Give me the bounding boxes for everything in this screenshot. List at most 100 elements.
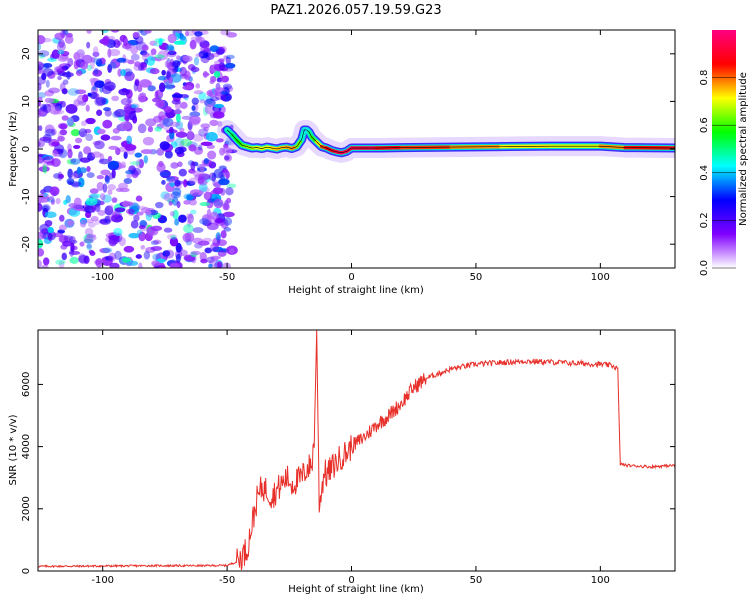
- noise-speckle: [40, 103, 47, 112]
- noise-speckle: [185, 30, 198, 36]
- noise-speckle: [38, 202, 43, 212]
- noise-speckle: [97, 209, 106, 216]
- noise-speckle: [108, 234, 120, 245]
- noise-speckle: [199, 163, 205, 172]
- noise-speckle: [53, 144, 65, 153]
- noise-speckle: [149, 40, 158, 46]
- noise-speckle: [141, 44, 149, 52]
- noise-speckle: [123, 245, 135, 253]
- noise-speckle: [216, 234, 221, 244]
- noise-speckle: [44, 128, 56, 137]
- noise-speckle: [65, 195, 71, 204]
- noise-speckle: [174, 146, 185, 155]
- noise-speckle: [86, 172, 95, 178]
- noise-speckle: [79, 219, 87, 228]
- noise-speckle: [214, 217, 223, 224]
- noise-speckle: [203, 126, 210, 132]
- noise-speckle: [183, 223, 194, 234]
- noise-speckle: [124, 112, 130, 122]
- noise-speckle: [129, 110, 137, 121]
- noise-speckle: [169, 182, 175, 187]
- noise-speckle: [51, 70, 63, 75]
- noise-speckle: [159, 82, 166, 93]
- noise-speckle: [86, 41, 91, 49]
- noise-speckle: [41, 264, 49, 268]
- noise-speckle: [209, 119, 219, 127]
- noise-speckle: [141, 52, 150, 58]
- noise-speckle: [43, 62, 53, 69]
- noise-speckle: [38, 99, 41, 107]
- noise-speckle: [189, 189, 202, 197]
- noise-speckle: [74, 137, 83, 144]
- noise-speckle: [136, 84, 143, 93]
- noise-speckle: [154, 102, 165, 107]
- noise-speckle: [185, 213, 194, 220]
- noise-speckle: [195, 83, 201, 89]
- noise-speckle: [123, 177, 133, 185]
- noise-speckle: [226, 32, 238, 38]
- noise-speckle: [109, 160, 119, 167]
- noise-speckle: [169, 211, 175, 217]
- noise-speckle: [136, 211, 144, 216]
- noise-speckle: [95, 96, 107, 106]
- spectrogram-x-tick-label: 50: [470, 272, 483, 283]
- noise-speckle: [42, 156, 55, 164]
- noise-speckle: [215, 48, 225, 56]
- noise-speckle: [178, 168, 187, 177]
- noise-speckle: [135, 35, 144, 45]
- noise-speckle: [59, 235, 71, 244]
- noise-speckle: [38, 50, 50, 57]
- noise-speckle: [114, 207, 126, 213]
- spectrogram-x-tick-label: 0: [348, 272, 354, 283]
- noise-speckle: [42, 164, 47, 174]
- noise-speckle: [38, 91, 47, 99]
- noise-speckle: [226, 183, 237, 189]
- noise-speckle: [92, 51, 100, 57]
- noise-speckle: [38, 139, 46, 148]
- noise-speckle: [216, 120, 223, 127]
- noise-speckle: [177, 246, 184, 252]
- spectrogram-x-label: Height of straight line (km): [288, 285, 424, 296]
- snr-x-ticks: -100 -50 0 50 100: [91, 330, 610, 586]
- colorbar-tick-label: 0.4: [699, 165, 710, 181]
- noise-speckle: [225, 54, 235, 60]
- noise-speckle: [89, 193, 102, 199]
- noise-speckle: [168, 200, 173, 206]
- noise-speckle: [221, 75, 230, 83]
- noise-speckle: [54, 65, 66, 73]
- noise-speckle: [161, 69, 166, 76]
- noise-speckle: [180, 138, 192, 147]
- noise-speckle: [67, 117, 74, 127]
- noise-speckle: [156, 162, 166, 173]
- noise-speckle: [206, 144, 216, 149]
- noise-speckle: [58, 173, 65, 179]
- noise-speckle: [56, 68, 65, 74]
- noise-speckle: [222, 211, 235, 218]
- noise-speckle: [213, 70, 221, 78]
- noise-speckle: [110, 30, 120, 33]
- noise-speckle: [210, 242, 219, 253]
- noise-speckle: [70, 129, 81, 137]
- noise-speckle: [42, 104, 48, 110]
- noise-speckle: [109, 262, 120, 268]
- figure-title: PAZ1.2026.057.19.59.G23: [270, 3, 441, 18]
- noise-speckle: [93, 259, 102, 265]
- noise-speckle: [220, 94, 226, 101]
- noise-speckle: [118, 182, 129, 190]
- noise-speckle: [182, 85, 194, 91]
- noise-speckle: [48, 87, 60, 94]
- noise-speckle: [222, 202, 230, 211]
- snr-plot-area: [38, 330, 675, 571]
- noise-speckle: [89, 188, 99, 195]
- noise-speckle: [69, 248, 74, 258]
- noise-speckle: [56, 41, 66, 52]
- colorbar-tick-label: 0.6: [699, 117, 710, 133]
- noise-speckle: [123, 151, 128, 159]
- noise-speckle: [67, 148, 73, 159]
- noise-speckle: [90, 215, 99, 222]
- noise-speckle: [101, 85, 113, 95]
- noise-speckle: [49, 195, 55, 201]
- noise-speckle: [107, 189, 113, 195]
- noise-speckle: [57, 76, 62, 81]
- noise-speckle: [213, 198, 224, 209]
